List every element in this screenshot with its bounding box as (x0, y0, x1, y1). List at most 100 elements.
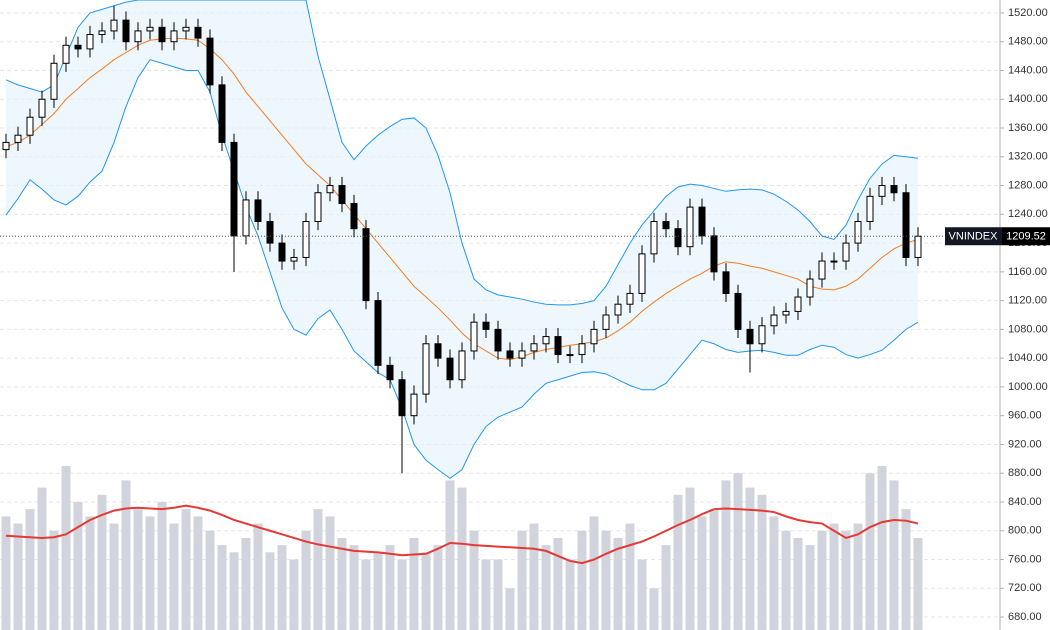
volume-ma-line (5, 504, 919, 565)
candle-body (182, 26, 190, 32)
candle-body (902, 192, 910, 258)
volume-bar (25, 509, 35, 630)
candle-body (2, 141, 10, 151)
candle-body (86, 34, 94, 50)
candle-body (818, 260, 826, 280)
candle-body (746, 328, 754, 345)
volume-bar (793, 537, 803, 630)
volume-bar (121, 480, 131, 630)
volume-bar (253, 523, 263, 630)
candle-body (482, 321, 490, 330)
volume-bar (229, 552, 239, 630)
volume-bar (277, 545, 287, 630)
volume-bar (577, 530, 587, 630)
candle-body (626, 292, 634, 305)
volume-bar (61, 466, 71, 630)
volume-bar (853, 523, 863, 630)
y-tick-label: 920.00 (1008, 438, 1042, 450)
volume-bar (877, 466, 887, 630)
value-box (1002, 227, 1050, 246)
volume-bar (109, 523, 119, 630)
volume-bar (721, 480, 731, 630)
volume-bar (457, 487, 467, 630)
candle-body (518, 350, 526, 359)
y-tick-label: 1160.00 (1008, 266, 1047, 278)
candle-body (362, 228, 370, 302)
volume-bar (217, 545, 227, 630)
y-tick-label: 1440.00 (1008, 64, 1048, 76)
candle-body (674, 228, 682, 248)
volume-bar (649, 588, 659, 630)
volume-bar (409, 537, 419, 630)
candle-body (98, 30, 106, 36)
y-tick-label: 1320.00 (1008, 151, 1048, 163)
volume-bar (601, 530, 611, 630)
candle-body (338, 185, 346, 205)
volume-bar (769, 516, 779, 630)
volume-bar (193, 516, 203, 630)
candle-body (866, 195, 874, 223)
volume-bar (133, 509, 143, 630)
candle-body (266, 221, 274, 244)
volume-bar (37, 487, 47, 630)
volume-bar (745, 487, 755, 630)
y-tick-label: 1480.00 (1008, 36, 1048, 48)
y-tick-label: 720.00 (1008, 582, 1042, 594)
candle-body (662, 221, 670, 230)
volume-bar (469, 530, 479, 630)
volume-bar (97, 494, 107, 630)
candle-body (614, 303, 622, 316)
price-axis: 680.00 720.00 760.00 800.00 840.00 880.00 920.… (999, 0, 1048, 630)
candle-body (122, 19, 130, 43)
candle-body (458, 350, 466, 381)
candle-body (302, 221, 310, 258)
candle-body (194, 26, 202, 39)
volume-bar (49, 530, 59, 630)
candle-body (878, 185, 886, 197)
volume-bar (673, 494, 683, 630)
candle-body (686, 206, 694, 248)
candle-body (290, 256, 298, 262)
candle-body (494, 328, 502, 352)
candle-body (410, 393, 418, 417)
volume-bar (169, 523, 179, 630)
volume-bar (841, 530, 851, 630)
volume-bar (157, 501, 167, 630)
volume-bar (505, 588, 515, 630)
volume-bar (1, 516, 11, 630)
volume-bar (85, 516, 95, 630)
volume-bar (301, 530, 311, 630)
volume-bar (817, 530, 827, 630)
y-tick-label: 1400.00 (1008, 93, 1048, 105)
last-price: VNINDEX 1209.52 (0, 227, 1050, 246)
volume-bar (661, 545, 671, 630)
volume-bar (145, 516, 155, 630)
volume-bar (541, 545, 551, 630)
lower-band (5, 59, 919, 479)
volume-bar (421, 552, 431, 630)
candle-body (26, 116, 34, 136)
candle-body (770, 314, 778, 327)
candle-body (710, 235, 718, 273)
y-tick-label: 760.00 (1008, 553, 1042, 565)
candle-body (734, 292, 742, 330)
volume-bar (613, 537, 623, 630)
volume-bar (493, 559, 503, 630)
candle-body (398, 379, 406, 417)
volume-bar (481, 559, 491, 630)
volume-bar (337, 537, 347, 630)
y-tick-label: 680.00 (1008, 611, 1042, 623)
candle-body (722, 271, 730, 294)
candle-body (74, 44, 82, 50)
volume-bar (433, 545, 443, 630)
candle-body (254, 199, 262, 223)
candle-body (530, 343, 538, 352)
candle-body (542, 336, 550, 345)
upper-band (5, 0, 919, 306)
volume-bar (733, 473, 743, 630)
candle-body (794, 296, 802, 312)
candle-body (602, 314, 610, 330)
volume-bar (637, 559, 647, 630)
y-tick-label: 1120.00 (1008, 295, 1047, 307)
